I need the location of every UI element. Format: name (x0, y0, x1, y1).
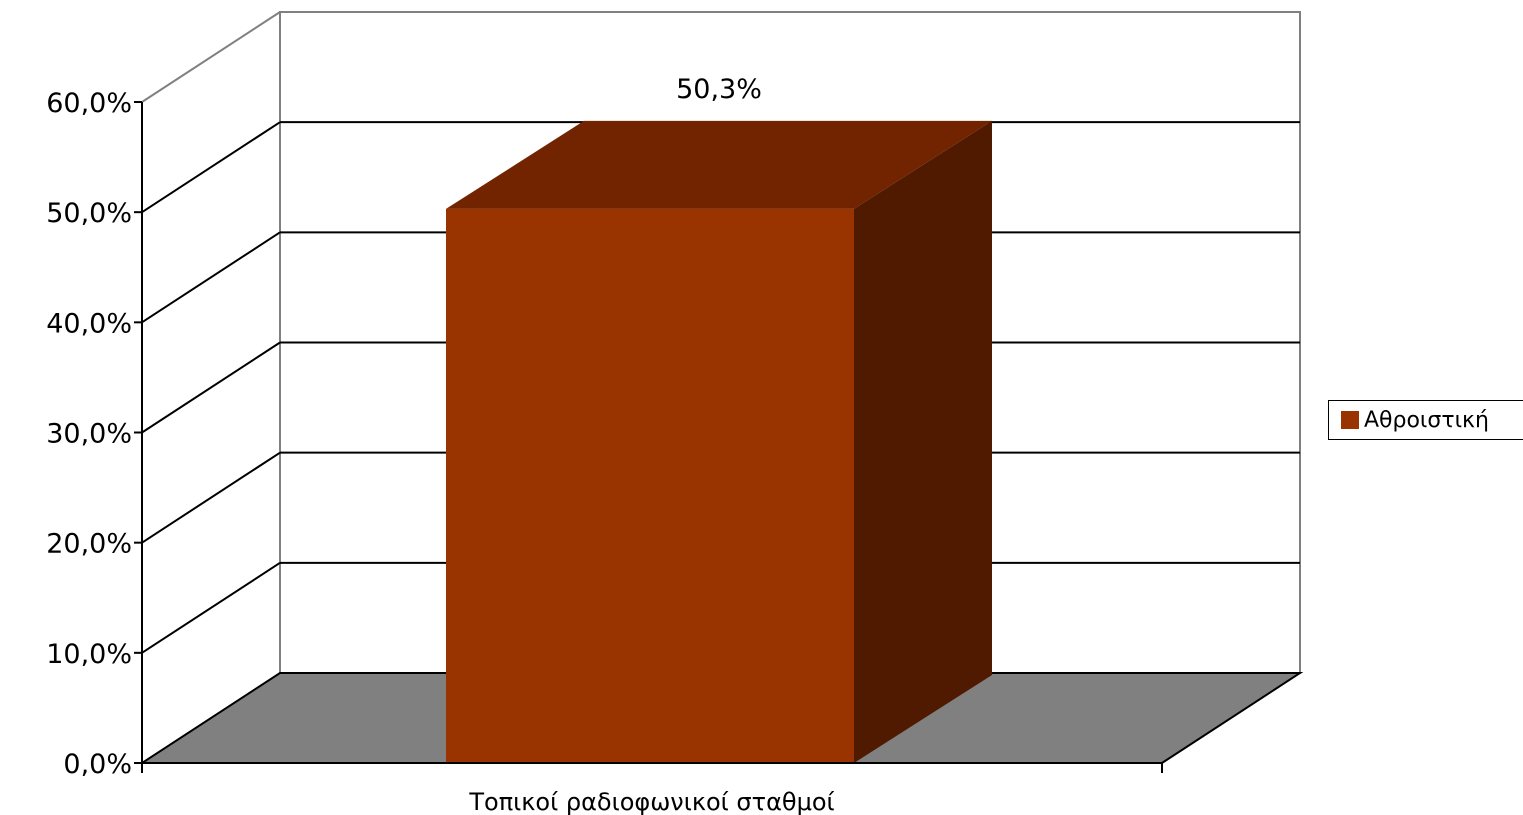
side-wall-top-edge (141, 11, 281, 103)
y-tick-label: 60,0% (46, 88, 132, 119)
bar-side-face (854, 120, 992, 763)
gridline-side (141, 451, 281, 544)
legend: Αθροιστική (1328, 400, 1523, 440)
gridline-side (141, 231, 281, 324)
y-tick-label: 30,0% (46, 419, 132, 450)
bar-data-label: 50,3% (676, 74, 762, 105)
y-tick-label: 10,0% (46, 639, 132, 670)
x-category-label: Τοπικοί ραδιοφωνικοί σταθμοί (468, 788, 834, 815)
legend-label: Αθροιστική (1364, 407, 1489, 433)
bars (446, 120, 992, 763)
y-tick-label: 0,0% (63, 749, 132, 780)
axes (134, 101, 1163, 773)
legend-swatch-icon (1341, 411, 1359, 429)
y-tick-label: 40,0% (46, 308, 132, 339)
bar-front-face (446, 208, 854, 763)
gridline-side (141, 561, 281, 654)
bar-top-face (446, 120, 992, 209)
y-tick-label: 50,0% (46, 198, 132, 229)
labels: 0,0% 10,0% 20,0% 30,0% 40,0% 50,0% 60,0% Τοπικο… (46, 74, 834, 815)
gridline-side (141, 121, 281, 214)
y-tick-label: 20,0% (46, 529, 132, 560)
gridline-side (141, 341, 281, 434)
